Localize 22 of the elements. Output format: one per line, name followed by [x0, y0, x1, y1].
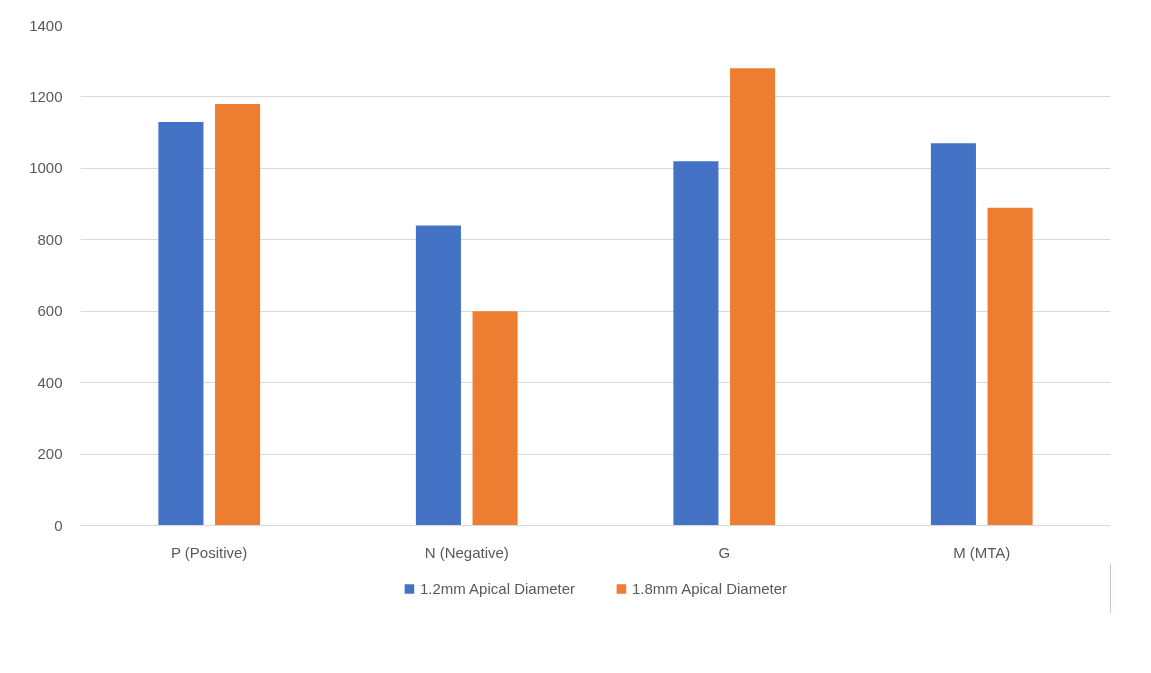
bar [930, 143, 976, 526]
y-tick-label: 0 [54, 516, 63, 534]
y-tick-label: 1000 [29, 159, 63, 177]
bar [987, 207, 1033, 526]
bar [415, 225, 461, 526]
y-tick-label: 600 [37, 302, 63, 320]
y-tick-label: 800 [37, 230, 63, 248]
y-tick-label: 400 [37, 373, 63, 391]
x-tick-label: G [718, 543, 731, 561]
x-tick-label: N (Negative) [424, 543, 509, 561]
bar [730, 68, 776, 526]
legend-label: 1.2mm Apical Diameter [419, 579, 575, 597]
bar [215, 104, 261, 526]
x-tick-label: M (MTA) [953, 543, 1011, 561]
x-tick-label: P (Positive) [170, 543, 248, 561]
y-tick-label: 1400 [29, 16, 63, 34]
y-tick-label: 1200 [29, 87, 63, 105]
bar [673, 161, 719, 526]
legend-label: 1.8mm Apical Diameter [632, 579, 788, 597]
bar [472, 311, 518, 526]
bar [158, 121, 204, 526]
y-tick-label: 200 [37, 445, 63, 463]
